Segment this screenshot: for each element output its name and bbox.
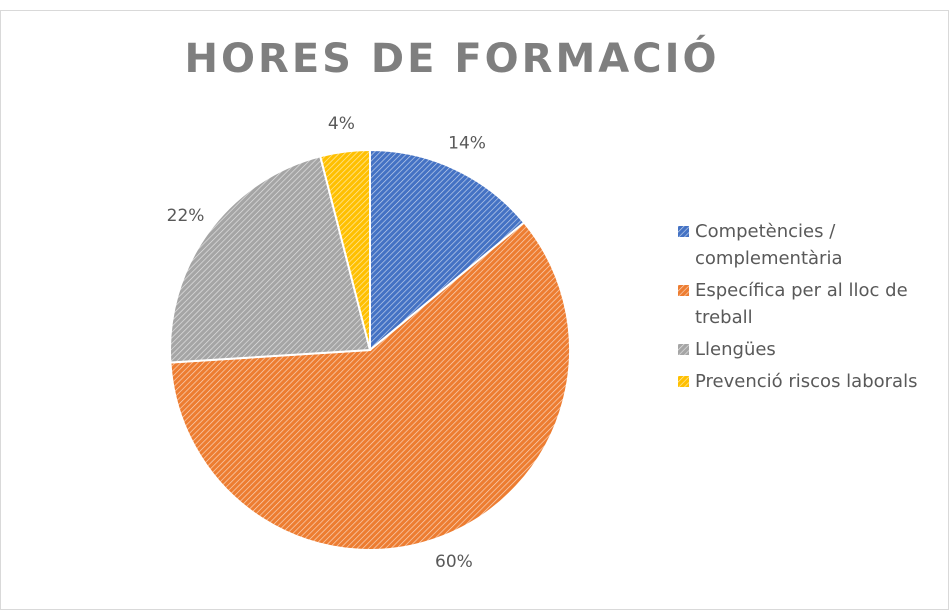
data-label: 14%	[448, 134, 486, 154]
legend-marker	[678, 226, 689, 237]
pie-slice	[369, 148, 526, 353]
legend-marker	[678, 344, 689, 355]
chart-title: HORES DE FORMACIÓ	[185, 34, 720, 82]
pie-slice	[169, 221, 571, 551]
legend-swatch	[678, 226, 689, 237]
pie-slice	[169, 155, 372, 364]
legend-marker	[678, 376, 689, 387]
legend-label: Prevenció riscos laborals	[695, 371, 918, 392]
legend: Competències / complementària Específica …	[678, 218, 950, 400]
legend-label: Específica per al lloc de treball	[695, 280, 908, 328]
legend-item: Específica per al lloc de treball	[678, 277, 950, 331]
legend-item: Llengües	[678, 336, 950, 363]
legend-swatch	[678, 376, 689, 387]
data-label: 22%	[167, 206, 205, 226]
legend-item: Competències / complementària	[678, 218, 950, 272]
legend-label: Competències / complementària	[695, 221, 843, 269]
data-label: 60%	[435, 552, 473, 572]
pie-slice	[319, 148, 371, 351]
legend-swatch	[678, 344, 689, 355]
legend-label: Llengües	[695, 339, 776, 360]
legend-swatch	[678, 285, 689, 296]
legend-marker	[678, 285, 689, 296]
legend-item: Prevenció riscos laborals	[678, 368, 950, 395]
data-label: 4%	[328, 114, 355, 134]
